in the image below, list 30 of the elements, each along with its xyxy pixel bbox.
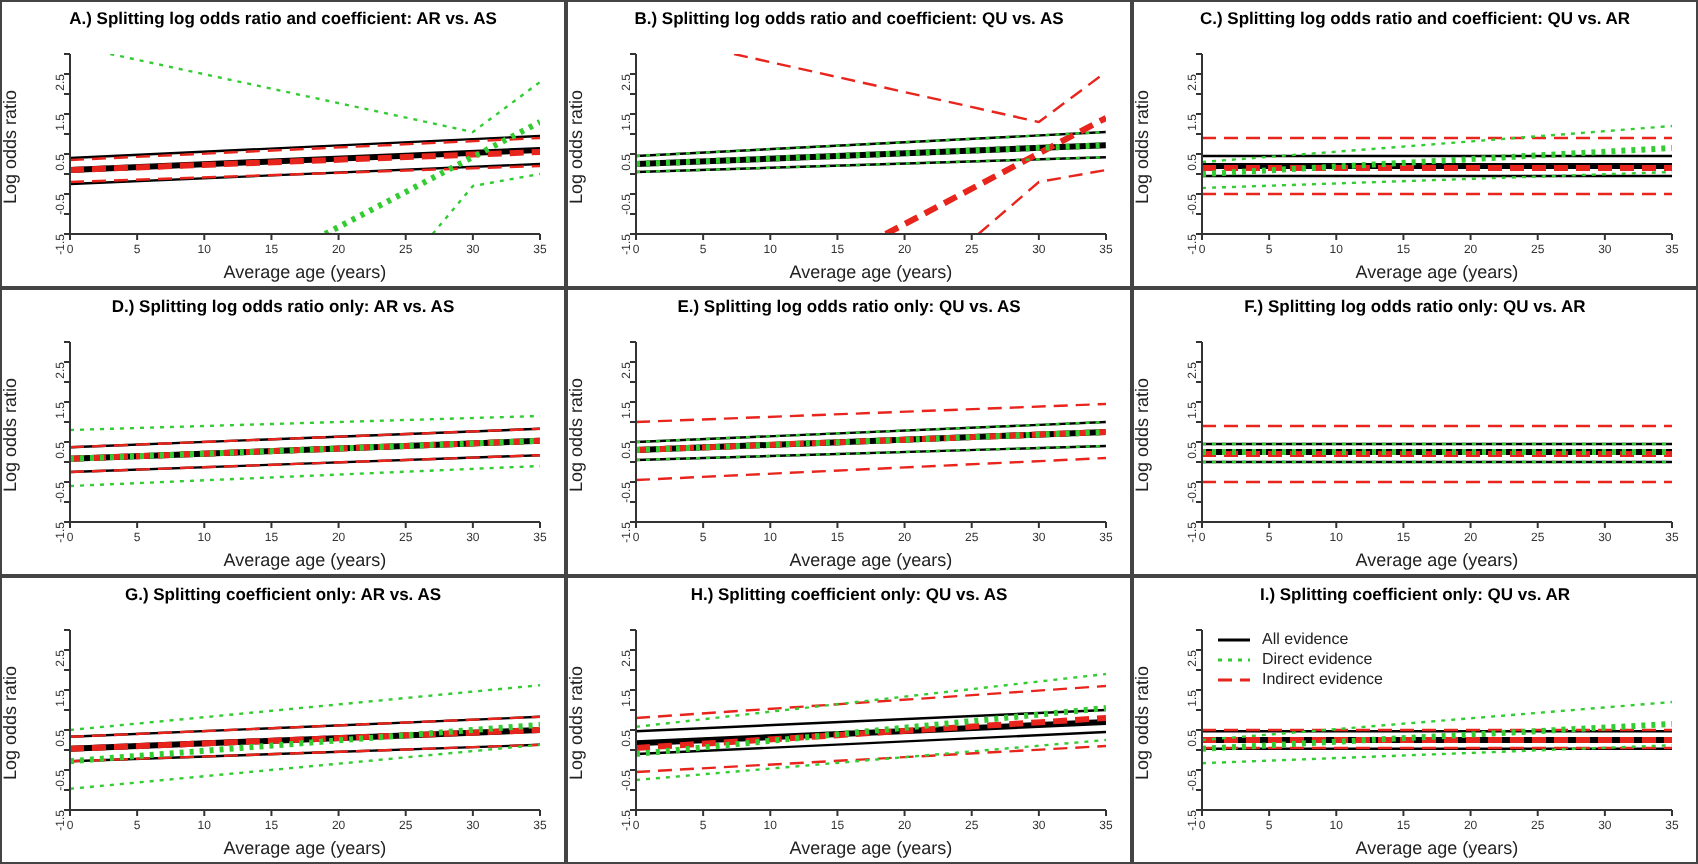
y-axis-title: Log odds ratio <box>0 89 21 204</box>
y-axis-title: Log odds ratio <box>1132 377 1153 492</box>
x-axis-title: Average age (years) <box>1355 550 1519 570</box>
x-axis-title: Average age (years) <box>223 838 387 858</box>
x-axis-title: Average age (years) <box>789 262 953 282</box>
legend-label: All evidence <box>1262 630 1349 650</box>
x-axis-title: Average age (years) <box>789 838 953 858</box>
y-axis-title: Log odds ratio <box>566 89 587 204</box>
chart-title: C.) Splitting log odds ratio and coefficient: QU vs. AR <box>1197 8 1633 28</box>
x-axis-title: Average age (years) <box>1355 838 1519 858</box>
y-axis-title: Log odds ratio <box>566 377 587 492</box>
legend-label: Direct evidence <box>1262 650 1373 670</box>
chart-title: H.) Splitting coefficient only: QU vs. AS <box>688 584 1010 604</box>
x-axis-title: Average age (years) <box>223 262 387 282</box>
chart-title: I.) Splitting coefficient only: QU vs. AR <box>1257 584 1573 604</box>
chart-title: E.) Splitting log odds ratio only: QU vs. AS <box>675 296 1023 316</box>
chart-title: G.) Splitting coefficient only: AR vs. AS <box>122 584 444 604</box>
chart-title: A.) Splitting log odds ratio and coefficient: AR vs. AS <box>67 8 499 28</box>
x-axis-title: Average age (years) <box>789 550 953 570</box>
chart-title: B.) Splitting log odds ratio and coefficient: QU vs. AS <box>632 8 1066 28</box>
chart-title: F.) Splitting log odds ratio only: QU vs. AR <box>1242 296 1588 316</box>
chart-title: D.) Splitting log odds ratio only: AR vs. AS <box>109 296 457 316</box>
x-axis-title: Average age (years) <box>223 550 387 570</box>
y-axis-title: Log odds ratio <box>566 665 587 780</box>
y-axis-title: Log odds ratio <box>0 665 21 780</box>
y-axis-title: Log odds ratio <box>1132 89 1153 204</box>
y-axis-title: Log odds ratio <box>0 377 21 492</box>
x-axis-title: Average age (years) <box>1355 262 1519 282</box>
legend-label: Indirect evidence <box>1262 670 1383 690</box>
y-axis-title: Log odds ratio <box>1132 665 1153 780</box>
